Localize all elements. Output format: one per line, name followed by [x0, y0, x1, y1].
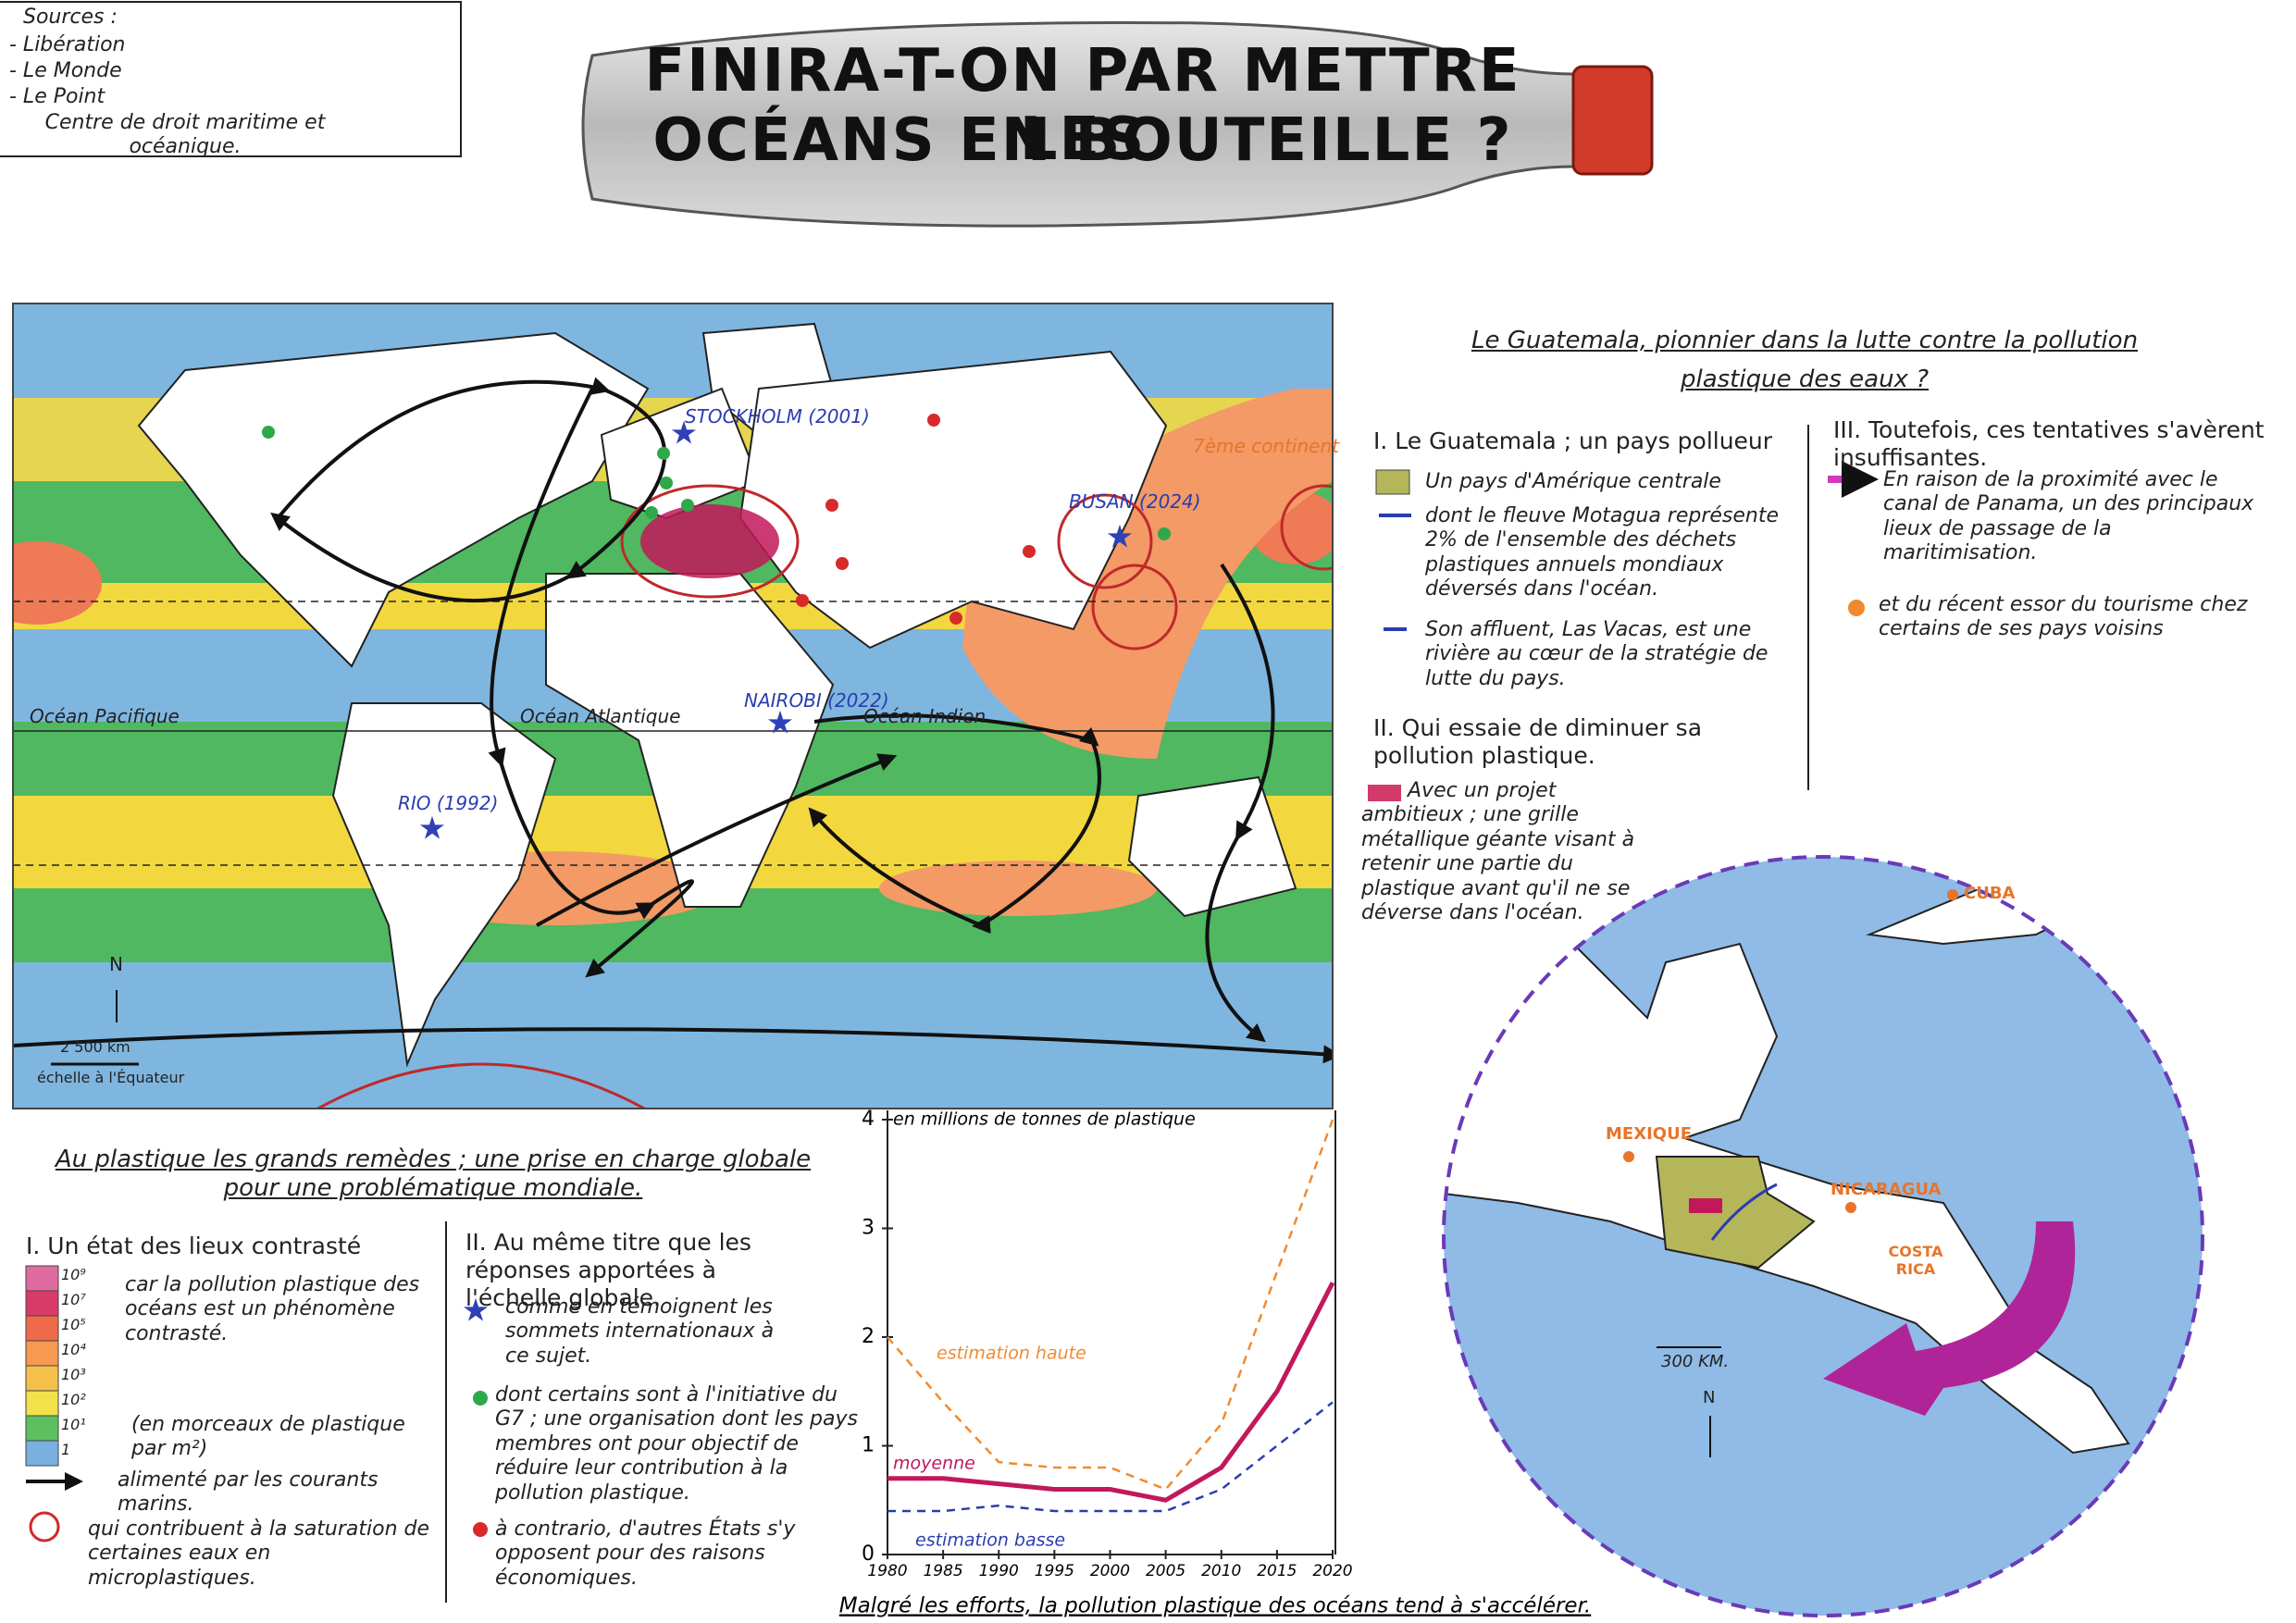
source: Centre de droit maritime et océanique. — [44, 111, 326, 159]
inset-label: NICARAGUA — [1831, 1180, 1942, 1199]
svg-text:★: ★ — [418, 811, 446, 848]
inset-label: MEXIQUE — [1606, 1124, 1692, 1144]
series-label: moyenne — [893, 1454, 975, 1474]
inset-map — [1442, 855, 2204, 1617]
svg-text:★: ★ — [670, 415, 698, 452]
map-label: Océan Atlantique — [520, 705, 681, 727]
series-line — [887, 1119, 1334, 1491]
scale-label: 10¹ — [61, 1416, 86, 1433]
scale-label: 10⁴ — [61, 1341, 86, 1358]
svg-text:★: ★ — [766, 705, 794, 742]
panel-item: Avec un projet ambitieux ; une grille mé… — [1361, 779, 1635, 924]
title-line: FINIRA-T-ON PAR METTRE LES — [644, 37, 1521, 174]
scale-label: échelle à l'Équateur — [37, 1069, 185, 1086]
y-tick-label: 4 — [862, 1108, 875, 1131]
x-tick-label: 1995 — [1035, 1562, 1074, 1580]
section-heading: I. Le Guatemala ; un pays pollueur — [1373, 427, 1773, 454]
section-heading: II. Qui essaie de diminuer sa pollution … — [1373, 714, 1703, 769]
panel-item: Son affluent, Las Vacas, est une rivière… — [1425, 618, 1769, 690]
scale-label: 10² — [61, 1391, 86, 1408]
panel-symbols — [1368, 425, 1879, 801]
map-label: BUSAN (2024) — [1069, 490, 1201, 513]
y-tick-label: 3 — [862, 1217, 875, 1240]
legend-item: à contrario, d'autres États s'y opposent… — [495, 1518, 796, 1590]
panel-item: En raison de la proximité avec le canal … — [1883, 468, 2254, 565]
scale-label: 10⁵ — [61, 1316, 86, 1333]
legend-item: car la pollution plastique des océans es… — [125, 1273, 420, 1345]
panel-item: dont le fleuve Motagua représente 2% de … — [1425, 504, 1780, 601]
scale-label: 10⁹ — [61, 1266, 86, 1283]
inset-label: CUBA — [1964, 884, 2016, 903]
series-label: estimation basse — [915, 1530, 1065, 1551]
legend-item: comme en témoignent les sommets internat… — [505, 1295, 775, 1368]
x-tick-label: 1990 — [979, 1562, 1019, 1580]
chart-caption: Malgré les efforts, la pollution plastiq… — [839, 1594, 1591, 1618]
x-tick-label: 1980 — [867, 1562, 907, 1580]
map-label: RIO (1992) — [398, 792, 499, 814]
scale-label: 2 500 km — [60, 1038, 130, 1056]
panel-item: Un pays d'Amérique centrale — [1425, 470, 1721, 493]
x-tick-label: 2000 — [1090, 1562, 1130, 1580]
x-tick-label: 2020 — [1312, 1562, 1352, 1580]
bottle — [581, 20, 1654, 228]
title-line: OCÉANS EN BOUTEILLE ? — [652, 106, 1513, 175]
series-line — [887, 1401, 1334, 1513]
inset-label: 300 KM. — [1661, 1352, 1730, 1371]
y-tick-label: 0 — [862, 1542, 875, 1566]
y-tick-label: 2 — [862, 1325, 875, 1348]
series-label: estimation haute — [937, 1344, 1086, 1364]
panel-title: Le Guatemala, pionnier dans la lutte con… — [1471, 327, 2139, 393]
map-label: Océan Indien — [863, 705, 987, 727]
world-map: ★ ★ ★ ★ — [13, 304, 1333, 1109]
legend-title: Au plastique les grands remèdes ; une pr… — [55, 1146, 812, 1203]
x-tick-label: 2005 — [1146, 1562, 1185, 1580]
y-tick-label: 1 — [862, 1434, 875, 1457]
scale-label: 10⁷ — [61, 1291, 86, 1308]
source: - Le Point — [9, 85, 105, 108]
legend-item: (en morceaux de plastique par m²) — [131, 1413, 405, 1461]
sources-heading: Sources : — [23, 6, 118, 29]
scale-label: 1 — [61, 1441, 71, 1458]
north: N — [109, 953, 123, 975]
svg-text:★: ★ — [1106, 519, 1134, 556]
x-tick-label: 2010 — [1201, 1562, 1241, 1580]
legend-item: qui contribuent à la saturation de certa… — [88, 1518, 430, 1590]
section-heading: I. Un état des lieux contrasté — [26, 1233, 362, 1259]
inset-label: COSTA RICA — [1888, 1243, 1943, 1278]
source: - Libération — [9, 33, 126, 56]
sources-box — [0, 1, 462, 157]
map-label: NAIROBI (2022) — [744, 689, 889, 712]
x-tick-label: 1985 — [923, 1562, 962, 1580]
source: - Le Monde — [9, 59, 122, 82]
section-heading: II. Au même titre que les réponses appor… — [465, 1229, 751, 1311]
panel-item: et du récent essor du tourisme chez cert… — [1879, 593, 2248, 641]
axis-title: en millions de tonnes de plastique — [893, 1109, 1196, 1130]
map-label: STOCKHOLM (2001) — [685, 405, 870, 427]
scale-label: 10³ — [61, 1366, 86, 1383]
legend-item: dont certains sont à l'initiative du G7 … — [495, 1383, 858, 1505]
svg-text:★: ★ — [462, 1293, 490, 1330]
map-label: Océan Pacifique — [30, 705, 180, 727]
map-label: 7ème continent — [1193, 435, 1339, 457]
legend-item: alimenté par les courants marins. — [118, 1468, 379, 1517]
section-heading: III. Toutefois, ces tentatives s'avèrent… — [1833, 416, 2265, 471]
x-tick-label: 2015 — [1257, 1562, 1297, 1580]
chart: en millions de tonnes de plastique 0 1 2 3 4 1… — [839, 1108, 1591, 1618]
series-line — [887, 1282, 1335, 1503]
inset-label: N — [1703, 1388, 1716, 1407]
legend-symbols: ★ — [25, 1221, 490, 1603]
